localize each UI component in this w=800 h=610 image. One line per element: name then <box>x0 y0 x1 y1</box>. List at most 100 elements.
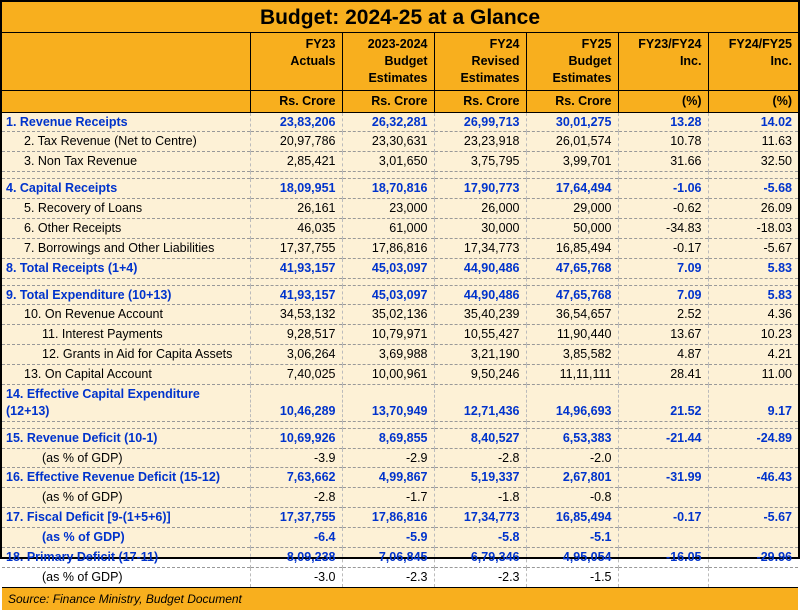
budget-table: FY23Actuals 2023-2024BudgetEstimates FY2… <box>2 33 798 610</box>
cell: 2.52 <box>618 305 708 325</box>
cell: 17,90,773 <box>434 179 526 199</box>
header-fy25be: FY25BudgetEstimates <box>526 33 618 90</box>
cell: 17,34,773 <box>434 238 526 258</box>
cell: 7,40,025 <box>250 365 342 385</box>
cell: 17,37,755 <box>250 238 342 258</box>
row-label: 10. On Revenue Account <box>2 305 250 325</box>
table-row: 5. Recovery of Loans26,16123,00026,00029… <box>2 199 798 219</box>
cell: 4,95,054 <box>526 547 618 567</box>
cell: 12,71,436 <box>434 384 526 421</box>
cell: 47,65,768 <box>526 258 618 278</box>
row-label: 16. Effective Revenue Deficit (15-12) <box>2 468 250 488</box>
row-label: 13. On Capital Account <box>2 365 250 385</box>
cell: 16,85,494 <box>526 238 618 258</box>
cell: 34,53,132 <box>250 305 342 325</box>
cell: 7,63,662 <box>250 468 342 488</box>
cell: 11,11,111 <box>526 365 618 385</box>
cell: -24.89 <box>708 428 798 448</box>
header-fy23: FY23Actuals <box>250 33 342 90</box>
cell: 17,86,816 <box>342 508 434 528</box>
table-row: 11. Interest Payments9,28,51710,79,97110… <box>2 325 798 345</box>
cell: 4,99,867 <box>342 468 434 488</box>
cell: 4.87 <box>618 345 708 365</box>
cell: -3.0 <box>250 567 342 587</box>
row-label: (as % of GDP) <box>2 528 250 548</box>
cell: -1.5 <box>526 567 618 587</box>
row-label: (as % of GDP) <box>2 488 250 508</box>
cell: 3,21,190 <box>434 345 526 365</box>
cell: -3.9 <box>250 448 342 468</box>
cell: 3,85,582 <box>526 345 618 365</box>
row-label: 9. Total Expenditure (10+13) <box>2 285 250 305</box>
table-row: (as % of GDP)-2.8-1.7-1.8-0.8 <box>2 488 798 508</box>
table-row: (as % of GDP)-3.9-2.9-2.8-2.0 <box>2 448 798 468</box>
cell: 50,000 <box>526 218 618 238</box>
header-blank <box>2 33 250 90</box>
unit-c3: Rs. Crore <box>434 90 526 112</box>
cell: 21.52 <box>618 384 708 421</box>
cell: 13.67 <box>618 325 708 345</box>
cell: 3,69,988 <box>342 345 434 365</box>
cell: 8,69,855 <box>342 428 434 448</box>
cell: -0.62 <box>618 199 708 219</box>
row-label: 2. Tax Revenue (Net to Centre) <box>2 132 250 152</box>
cell: 26,161 <box>250 199 342 219</box>
cell: 4.36 <box>708 305 798 325</box>
cell: -18.03 <box>708 218 798 238</box>
cell: 11.63 <box>708 132 798 152</box>
cell: -5.8 <box>434 528 526 548</box>
cell: 26,99,713 <box>434 112 526 132</box>
cell: 10,69,926 <box>250 428 342 448</box>
header-be2324: 2023-2024BudgetEstimates <box>342 33 434 90</box>
unit-c2: Rs. Crore <box>342 90 434 112</box>
table-row: 13. On Capital Account7,40,02510,00,9619… <box>2 365 798 385</box>
row-label: (as % of GDP) <box>2 567 250 587</box>
spacer-row <box>2 172 798 179</box>
row-label: 6. Other Receipts <box>2 218 250 238</box>
cell: 2,67,801 <box>526 468 618 488</box>
cell: -0.17 <box>618 238 708 258</box>
cell: -5.67 <box>708 508 798 528</box>
table-row: 2. Tax Revenue (Net to Centre)20,97,7862… <box>2 132 798 152</box>
cell: 17,86,816 <box>342 238 434 258</box>
cell: 10,00,961 <box>342 365 434 385</box>
table-row: 6. Other Receipts46,03561,00030,00050,00… <box>2 218 798 238</box>
table-body: 1. Revenue Receipts23,83,20626,32,28126,… <box>2 112 798 587</box>
table-row: 14. Effective Capital Expenditure (12+13… <box>2 384 798 421</box>
cell: -2.8 <box>250 488 342 508</box>
cell: 26,32,281 <box>342 112 434 132</box>
cell: 7.09 <box>618 285 708 305</box>
cell: 6,53,383 <box>526 428 618 448</box>
cell: 10,79,971 <box>342 325 434 345</box>
cell: -5.68 <box>708 179 798 199</box>
cell <box>618 528 708 548</box>
table-row: 8. Total Receipts (1+4)41,93,15745,03,09… <box>2 258 798 278</box>
unit-c5: (%) <box>618 90 708 112</box>
table-row: 17. Fiscal Deficit [9-(1+5+6)]17,37,7551… <box>2 508 798 528</box>
table-title: Budget: 2024-25 at a Glance <box>2 2 798 33</box>
cell: 18,09,951 <box>250 179 342 199</box>
cell <box>708 567 798 587</box>
source-text: Source: Finance Ministry, Budget Documen… <box>2 587 798 610</box>
cell: -2.3 <box>342 567 434 587</box>
cell: 23,23,918 <box>434 132 526 152</box>
cell: 47,65,768 <box>526 285 618 305</box>
cell: 23,30,631 <box>342 132 434 152</box>
cell: 10.23 <box>708 325 798 345</box>
cell: 30,000 <box>434 218 526 238</box>
row-label: 15. Revenue Deficit (10-1) <box>2 428 250 448</box>
cell: 41,93,157 <box>250 285 342 305</box>
cell: 35,02,136 <box>342 305 434 325</box>
table-row: 18. Primary Deficit (17-11)8,09,2387,06,… <box>2 547 798 567</box>
unit-c6: (%) <box>708 90 798 112</box>
cell: 5,19,337 <box>434 468 526 488</box>
cell: 31.66 <box>618 152 708 172</box>
row-label: 17. Fiscal Deficit [9-(1+5+6)] <box>2 508 250 528</box>
cell: -2.0 <box>526 448 618 468</box>
cell <box>708 448 798 468</box>
cell: 11.00 <box>708 365 798 385</box>
cell: 3,75,795 <box>434 152 526 172</box>
cell: -1.7 <box>342 488 434 508</box>
cell: -34.83 <box>618 218 708 238</box>
cell <box>618 488 708 508</box>
